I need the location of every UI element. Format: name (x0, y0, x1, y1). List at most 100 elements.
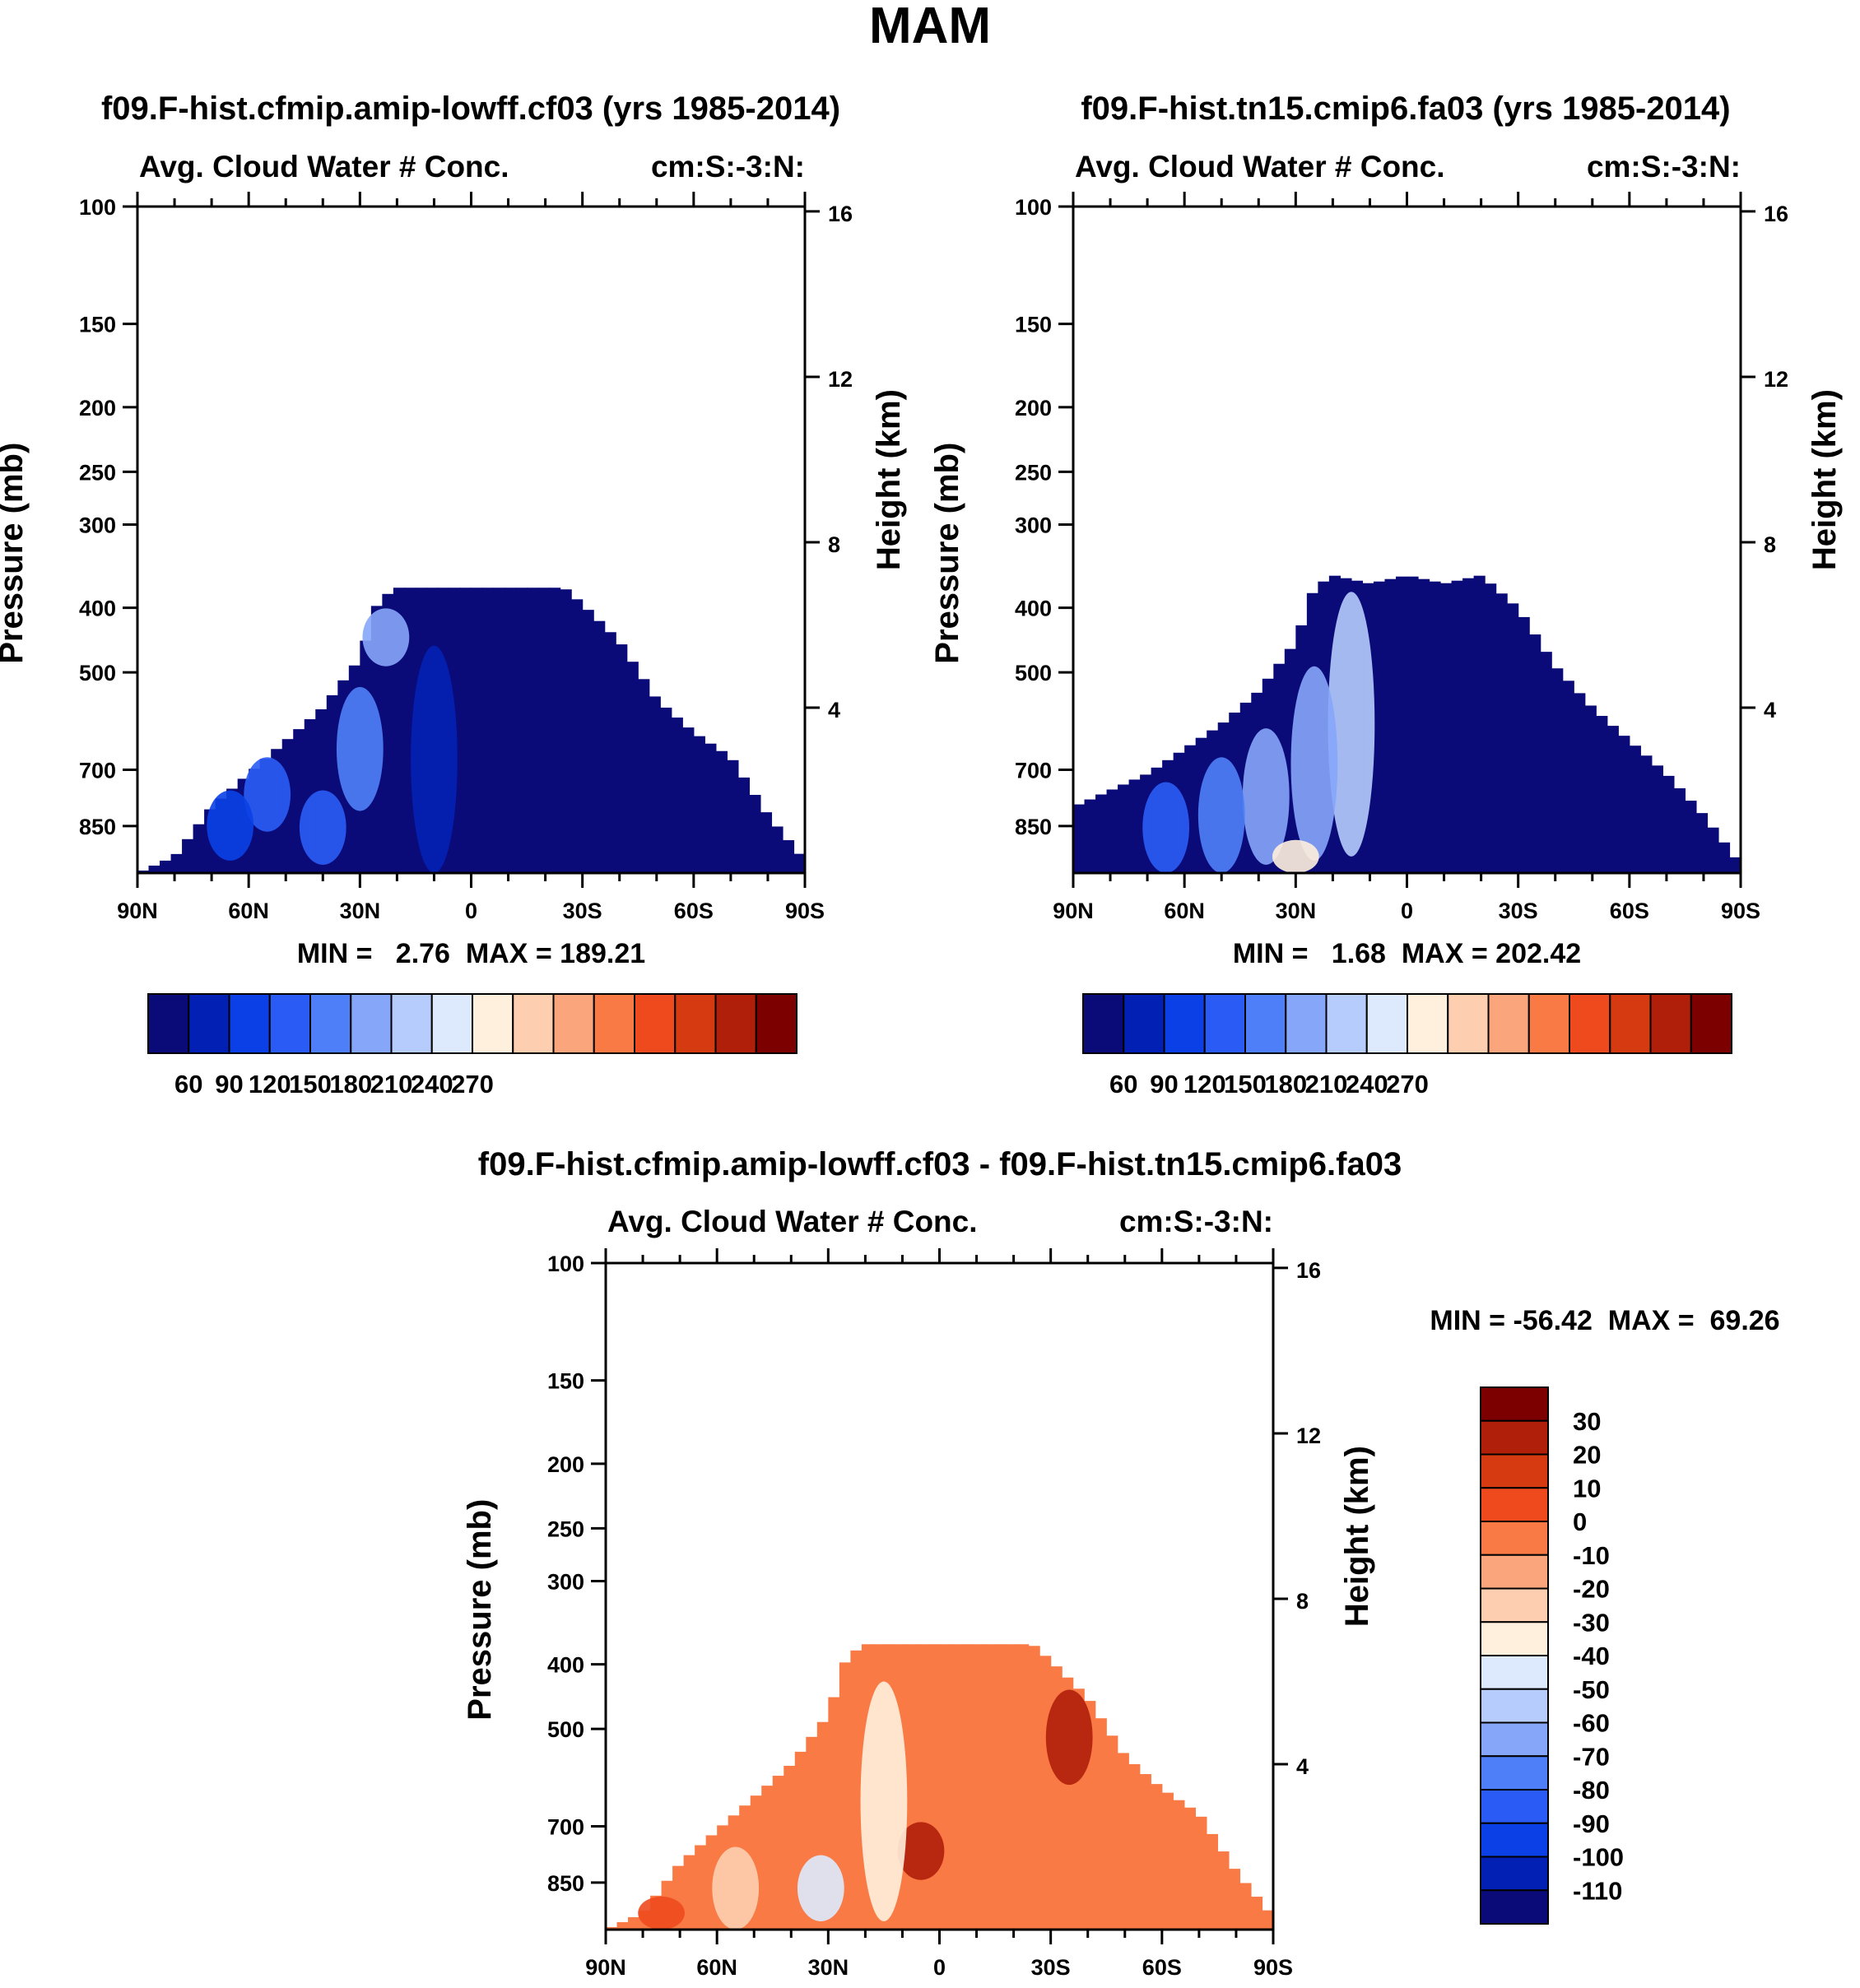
height-tick-labels: 16 12 8 4 (828, 202, 853, 722)
colorbar-label: 30 (1573, 1407, 1601, 1436)
colorbar-label: -10 (1573, 1541, 1610, 1570)
colorbar-swatch (188, 993, 230, 1054)
panel-subtitle-left: Avg. Cloud Water # Conc. (1075, 150, 1445, 183)
y-tick-label: 150 (1015, 313, 1052, 337)
colorbar-label: 60 (1109, 1070, 1137, 1099)
contour-cell (1462, 578, 1475, 873)
contour-cell (1485, 583, 1497, 873)
contour-cell (1440, 583, 1453, 873)
contour-cell (704, 743, 717, 873)
panel-subtitle-right: cm:S:-3:N: (1119, 1205, 1273, 1238)
contour-cell (793, 853, 805, 873)
colorbar-labels: 30 20 10 0 -10 -20 -30 -40 -50 -60 -70 -… (1573, 1407, 1624, 1906)
height-tick-label: 12 (1296, 1424, 1321, 1448)
contour-cell (784, 1765, 796, 1930)
contour-cell (682, 727, 695, 873)
y-tick-label: 850 (79, 815, 116, 839)
contour-cell (1529, 634, 1541, 873)
height-tick-labels: 16 12 8 4 (1296, 1258, 1321, 1779)
colorbar-label: 270 (451, 1070, 494, 1099)
colorbar-swatch (1480, 1554, 1549, 1590)
y-tick-label: 300 (1015, 513, 1052, 537)
contour-cell (1173, 1800, 1185, 1930)
contour-region (1142, 782, 1190, 873)
colorbar-swatch (1480, 1587, 1549, 1623)
contour-cell (537, 588, 550, 873)
x-tick-label: 60S (1610, 899, 1649, 923)
colorbar-label: 240 (411, 1070, 453, 1099)
contour-region (638, 1896, 685, 1930)
colorbar-swatch (1480, 1621, 1549, 1656)
x-tick-label: 30S (1031, 1955, 1071, 1980)
contour-region (299, 790, 346, 865)
x-tick-label: 60S (674, 899, 714, 923)
y-tick-label: 700 (547, 1815, 584, 1840)
contour-cell (1596, 716, 1608, 873)
contour-cell (1629, 746, 1641, 873)
colorbar-swatch (1569, 993, 1611, 1054)
colorbar-label: 120 (249, 1070, 291, 1099)
contour-cell (1584, 705, 1597, 873)
contour-region (1272, 839, 1319, 873)
panel-subtitle-left: Avg. Cloud Water # Conc. (139, 150, 509, 183)
colorbar-swatch (1163, 993, 1206, 1054)
colorbar-label: 0 (1573, 1507, 1587, 1536)
contour-region (897, 1822, 945, 1880)
contour-region (1197, 757, 1245, 873)
plot-area (1058, 192, 1755, 888)
y-tick-label: 850 (547, 1871, 584, 1896)
colorbar-swatch (1123, 993, 1165, 1054)
y-tick-label: 400 (547, 1653, 584, 1678)
contour-region (336, 686, 384, 811)
contour-cell (1562, 680, 1574, 873)
contour-cell (782, 840, 795, 873)
contour-region (362, 608, 410, 667)
contour-cell (471, 588, 483, 873)
height-tick-label: 16 (1296, 1258, 1321, 1283)
y-tick-label: 200 (79, 396, 116, 420)
contour-cell (1395, 576, 1408, 873)
colorbar-swatch (1365, 993, 1408, 1054)
contour-cell (1118, 784, 1130, 873)
contour-cell (1473, 575, 1486, 873)
colorbar-swatch (755, 993, 797, 1054)
contour-cell (182, 838, 194, 873)
contour-cell (148, 865, 160, 873)
contour-cell (1095, 794, 1108, 873)
contour-cell (1217, 1851, 1230, 1930)
y-tick-label: 250 (1015, 460, 1052, 485)
contour-cell (593, 620, 606, 873)
colorbar-swatch (1325, 993, 1368, 1054)
contour-region (1242, 728, 1290, 865)
contour-cell (604, 632, 616, 873)
contour-region (244, 757, 291, 832)
x-tick-label: 60S (1142, 1955, 1182, 1980)
contour-cell (1073, 804, 1086, 873)
colorbar-label: -60 (1573, 1709, 1610, 1738)
contour-field (606, 1644, 1273, 1930)
min-max-label: MIN = 2.76 MAX = 189.21 (297, 938, 645, 969)
height-tick-label: 8 (1764, 532, 1776, 557)
contour-region (1290, 666, 1338, 861)
contour-cell (1707, 827, 1719, 873)
colorbar-label: -30 (1573, 1608, 1610, 1637)
height-tick-label: 16 (828, 202, 853, 226)
contour-region (207, 790, 254, 861)
y-tick-label: 150 (79, 313, 116, 337)
contour-cell (737, 777, 751, 873)
colorbar-label: -70 (1573, 1742, 1610, 1771)
colorbar-label: -90 (1573, 1809, 1610, 1838)
y-tick-label: 700 (1015, 759, 1052, 783)
x-tick-label: 30S (1499, 899, 1538, 923)
contour-cell (1028, 1646, 1040, 1930)
colorbar (147, 993, 797, 1054)
x-tick-label: 90S (1253, 1955, 1293, 1980)
contour-cell (1006, 1644, 1018, 1930)
contour-cell (616, 644, 628, 873)
colorbar-swatch (309, 993, 352, 1054)
contour-region (712, 1846, 760, 1930)
contour-cell (1161, 1792, 1174, 1930)
contour-cell (695, 1845, 707, 1930)
contour-cell (1507, 603, 1519, 873)
